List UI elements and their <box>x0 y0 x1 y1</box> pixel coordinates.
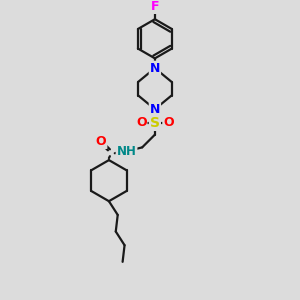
Text: N: N <box>150 61 160 75</box>
Text: O: O <box>163 116 174 129</box>
Text: N: N <box>150 103 160 116</box>
Text: O: O <box>136 116 146 129</box>
Text: O: O <box>96 135 106 148</box>
Text: NH: NH <box>117 145 136 158</box>
Text: F: F <box>151 0 159 13</box>
Text: S: S <box>150 116 160 130</box>
